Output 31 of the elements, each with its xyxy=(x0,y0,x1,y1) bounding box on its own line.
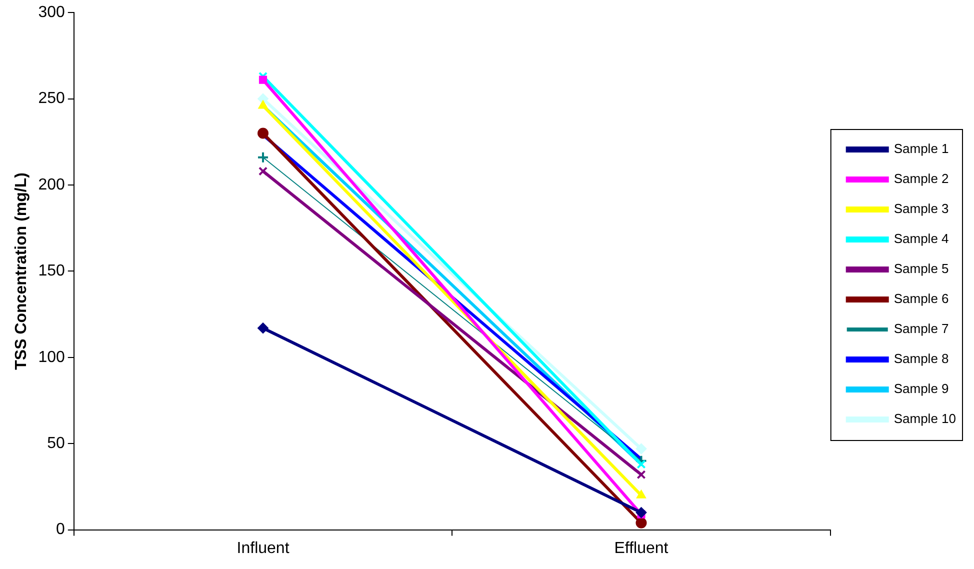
point xyxy=(258,76,268,84)
point xyxy=(636,507,647,518)
y-axis-title: TSS Concentration (mg/L) xyxy=(13,172,30,370)
y-tick-label: 0 xyxy=(56,521,65,538)
point xyxy=(257,151,270,164)
point xyxy=(636,517,647,528)
legend-label: Sample 5 xyxy=(894,261,949,276)
legend-label: Sample 3 xyxy=(894,201,949,216)
legend-label: Sample 1 xyxy=(894,141,949,156)
point xyxy=(258,322,269,334)
legend-label: Sample 4 xyxy=(894,231,949,246)
point xyxy=(636,460,646,469)
legend-label: Sample 9 xyxy=(894,381,949,396)
legend-label: Sample 2 xyxy=(894,171,949,186)
legend-label: Sample 7 xyxy=(894,321,949,336)
legend-label: Sample 6 xyxy=(894,291,949,306)
y-tick-label: 250 xyxy=(38,90,65,108)
y-tick-label: 100 xyxy=(38,348,65,366)
point xyxy=(635,454,648,467)
y-tick-label: 200 xyxy=(38,176,65,194)
point xyxy=(636,470,646,480)
y-tick-label: 300 xyxy=(38,4,65,22)
y-tick-label: 150 xyxy=(38,262,65,280)
x-tick-label: Effluent xyxy=(614,540,669,557)
x-tick-label: Influent xyxy=(236,540,290,557)
y-tick-label: 50 xyxy=(47,435,65,452)
legend-label: Sample 10 xyxy=(894,411,956,426)
point xyxy=(258,128,269,139)
legend-label: Sample 8 xyxy=(894,351,949,366)
point xyxy=(258,166,268,176)
point xyxy=(636,443,647,454)
